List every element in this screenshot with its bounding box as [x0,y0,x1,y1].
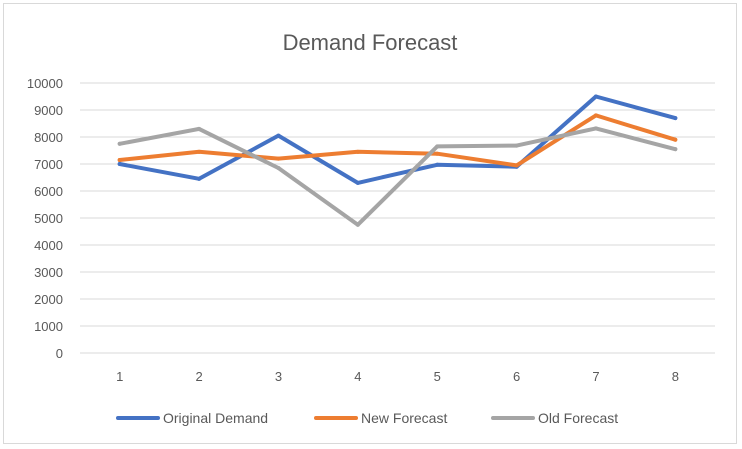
data-point [673,147,678,152]
legend: Original Demand New Forecast Old Forecast [116,410,618,426]
data-point [197,149,202,154]
data-point [435,162,440,167]
y-tick-label: 1000 [34,319,63,334]
data-point [435,151,440,156]
x-tick-label: 8 [672,369,679,384]
y-tick-label: 7000 [34,157,63,172]
gridlines [80,82,715,354]
x-tick-label: 2 [195,369,202,384]
x-tick-label: 5 [434,369,441,384]
data-point [593,94,598,99]
x-tick-label: 3 [275,369,282,384]
data-point [117,162,122,166]
legend-label: Original Demand [163,410,268,426]
data-point [355,222,360,227]
data-point [514,163,519,168]
y-tick-label: 2000 [34,292,63,307]
data-point [117,157,122,162]
y-tick-label: 8000 [34,130,63,145]
legend-label: New Forecast [361,410,447,426]
data-point [197,176,202,181]
y-axis-ticks: 0 1000 2000 3000 4000 5000 6000 7000 8000 9000 100… [27,76,63,361]
x-tick-label: 6 [513,369,520,384]
series-line-2 [117,113,678,168]
data-point [673,116,678,121]
data-point [514,143,519,148]
y-tick-label: 5000 [34,211,63,226]
y-tick-label: 0 [56,346,63,361]
x-axis-ticks: 1 2 3 4 5 6 7 8 [116,369,679,384]
chart-area [3,3,737,444]
legend-label: Old Forecast [538,410,618,426]
data-point [117,141,122,146]
data-point [673,137,678,142]
chart-title: Demand Forecast [283,30,458,55]
x-tick-label: 1 [116,369,123,384]
data-point [276,166,281,171]
y-tick-label: 4000 [34,238,63,253]
data-point [197,126,202,131]
x-tick-label: 4 [354,369,361,384]
data-point [593,126,598,131]
data-point [276,156,281,161]
data-point [276,133,281,138]
y-tick-label: 3000 [34,265,63,280]
y-tick-label: 10000 [27,76,63,91]
data-point [355,180,360,185]
x-tick-label: 7 [592,369,599,384]
data-point [593,113,598,118]
series-lines [117,94,678,227]
series-line-3 [117,126,678,227]
series-line-1 [117,94,678,185]
y-tick-label: 6000 [34,184,63,199]
data-point [355,149,360,154]
data-point [435,144,440,149]
y-tick-label: 9000 [34,103,63,118]
